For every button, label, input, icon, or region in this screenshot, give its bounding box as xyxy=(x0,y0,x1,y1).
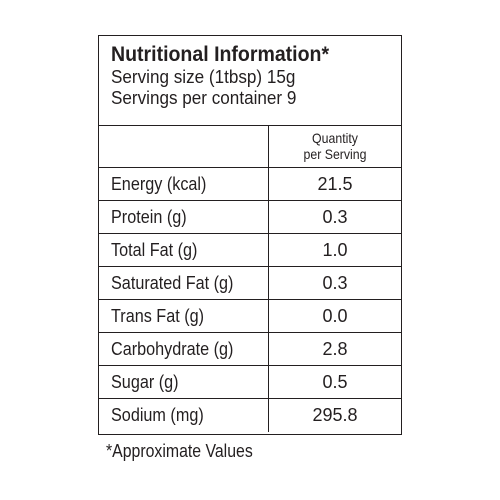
nutrient-name: Sodium (mg) xyxy=(99,399,269,432)
nutrient-rows: Energy (kcal) 21.5 Protein (g) 0.3 Total… xyxy=(99,168,401,432)
nutrient-value: 0.3 xyxy=(322,207,348,227)
nutrient-name: Total Fat (g) xyxy=(99,234,269,266)
label-header: Nutritional Information* Serving size (1… xyxy=(99,36,401,126)
servings-per-container: Servings per container 9 xyxy=(111,88,297,108)
table-row: Carbohydrate (g) 2.8 xyxy=(99,333,401,366)
nutrient-value: 295.8 xyxy=(312,405,358,425)
footnote: *Approximate Values xyxy=(106,441,253,461)
quantity-header-line2: per Serving xyxy=(303,146,367,162)
label-title: Nutritional Information* xyxy=(111,43,330,66)
nutrient-value: 0.0 xyxy=(322,306,348,326)
table-row: Energy (kcal) 21.5 xyxy=(99,168,401,201)
column-header-row: Quantity per Serving xyxy=(99,126,401,168)
nutrient-name: Protein (g) xyxy=(99,201,269,233)
table-row: Protein (g) 0.3 xyxy=(99,201,401,234)
nutrient-column-header xyxy=(99,126,269,167)
table-row: Sodium (mg) 295.8 xyxy=(99,399,401,432)
table-row: Trans Fat (g) 0.0 xyxy=(99,300,401,333)
nutrient-value: 21.5 xyxy=(317,174,353,194)
nutrient-value: 1.0 xyxy=(322,240,348,260)
nutrient-name: Energy (kcal) xyxy=(99,168,269,200)
nutrient-value: 2.8 xyxy=(322,339,348,359)
table-row: Sugar (g) 0.5 xyxy=(99,366,401,399)
quantity-header-line1: Quantity xyxy=(312,130,358,146)
nutrient-name: Carbohydrate (g) xyxy=(99,333,269,365)
table-row: Saturated Fat (g) 0.3 xyxy=(99,267,401,300)
quantity-column-header: Quantity per Serving xyxy=(277,126,393,167)
nutrient-value: 0.3 xyxy=(322,273,348,293)
nutrient-value: 0.5 xyxy=(322,372,348,392)
nutrient-name: Saturated Fat (g) xyxy=(99,267,269,299)
nutrition-facts-table: Nutritional Information* Serving size (1… xyxy=(98,35,402,435)
nutrient-name: Sugar (g) xyxy=(99,366,269,398)
nutrient-name: Trans Fat (g) xyxy=(99,300,269,332)
table-row: Total Fat (g) 1.0 xyxy=(99,234,401,267)
serving-size: Serving size (1tbsp) 15g xyxy=(111,67,296,87)
